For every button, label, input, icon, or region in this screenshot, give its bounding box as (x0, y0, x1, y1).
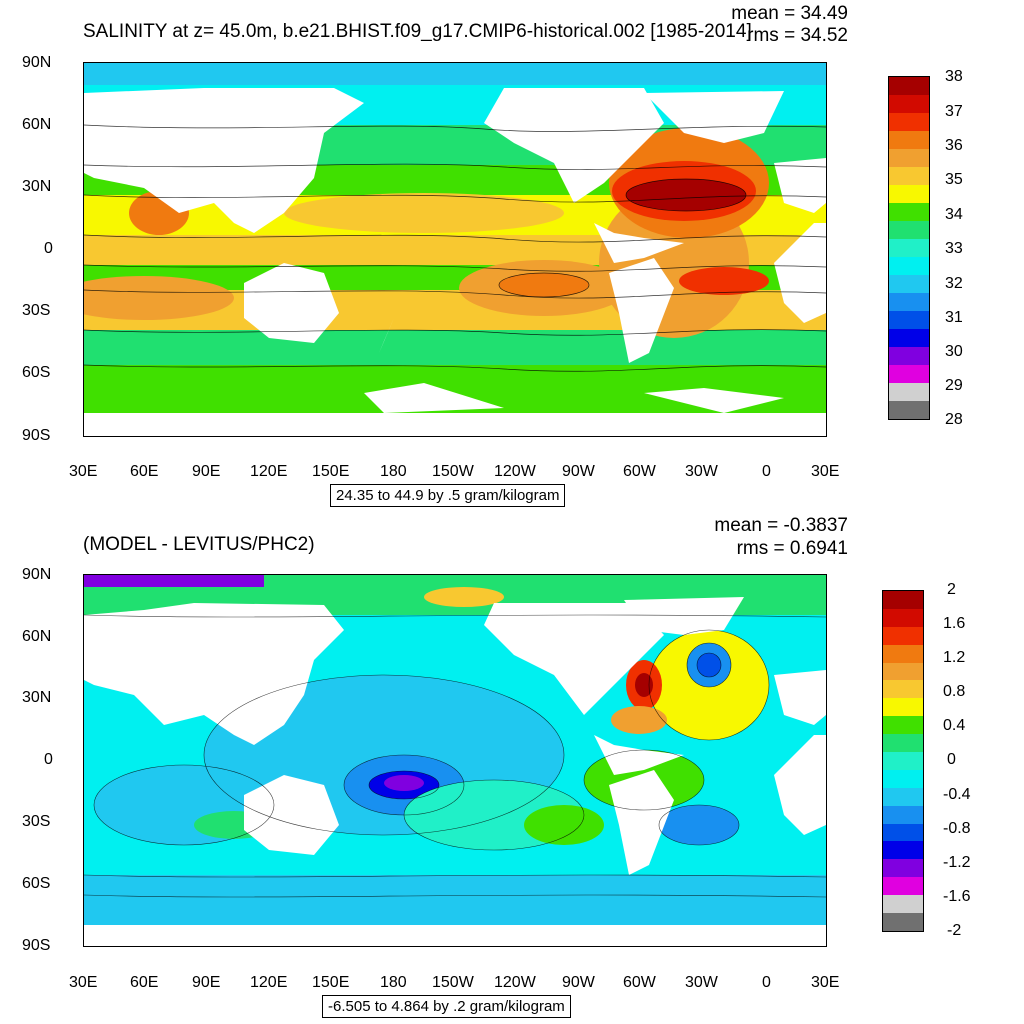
top-lat-label: 90N (22, 54, 52, 71)
top-colorbar-label: 31 (945, 309, 963, 326)
bottom-mean: mean = -0.3837 (714, 515, 848, 536)
top-lat-label: 90S (22, 427, 51, 444)
top-colorbar-label: 35 (945, 171, 963, 188)
top-colorbar (888, 76, 930, 420)
bottom-map-frame (83, 574, 827, 947)
bottom-colorbar-label: -1.6 (943, 888, 971, 905)
top-colorbar-label: 36 (945, 137, 963, 154)
top-lat-label: 60N (22, 116, 52, 133)
bottom-difference-map (84, 575, 826, 946)
bottom-colorbar-label: 1.2 (943, 649, 966, 666)
bottom-lon-label: 180 (380, 974, 407, 991)
top-colorbar-label: 38 (945, 68, 963, 85)
top-lon-label: 120W (494, 463, 536, 480)
top-lon-label: 120E (250, 463, 288, 480)
bottom-lon-label: 150E (312, 974, 350, 991)
top-title: SALINITY at z= 45.0m, b.e21.BHIST.f09_g1… (83, 21, 752, 42)
bottom-lon-label: 30E (811, 974, 840, 991)
top-colorbar-label: 37 (945, 103, 963, 120)
top-colorbar-label: 29 (945, 377, 963, 394)
top-lon-label: 0 (762, 463, 771, 480)
top-lat-label: 60S (22, 364, 51, 381)
top-lon-label: 30E (69, 463, 98, 480)
bottom-colorbar-label: -0.8 (943, 820, 971, 837)
bottom-lat-label: 60S (22, 875, 51, 892)
bottom-colorbar (882, 590, 924, 932)
bottom-colorbar-label: 1.6 (943, 615, 966, 632)
bottom-lon-label: 30W (685, 974, 718, 991)
bottom-lat-label: 30S (22, 813, 51, 830)
top-lon-label: 60W (623, 463, 656, 480)
bottom-lon-label: 0 (762, 974, 771, 991)
top-lon-label: 30W (685, 463, 718, 480)
bottom-lon-label: 120E (250, 974, 288, 991)
top-colorbar-label: 33 (945, 240, 963, 257)
top-colorbar-label: 30 (945, 343, 963, 360)
top-lon-label: 30E (811, 463, 840, 480)
bottom-lon-label: 60W (623, 974, 656, 991)
top-rms: rms = 34.52 (747, 25, 848, 46)
bottom-rms: rms = 0.6941 (736, 538, 848, 559)
bottom-colorbar-label: -0.4 (943, 786, 971, 803)
bottom-lat-label: 90N (22, 566, 52, 583)
top-lon-label: 150E (312, 463, 350, 480)
colorbar-swatches (889, 77, 929, 419)
top-contour-info: 24.35 to 44.9 by .5 gram/kilogram (330, 484, 566, 508)
bottom-colorbar-label: 0 (947, 751, 956, 768)
bottom-lon-label: 90W (562, 974, 595, 991)
top-colorbar-label: 28 (945, 411, 963, 428)
top-salinity-map (84, 63, 826, 436)
top-lat-label: 30S (22, 302, 51, 319)
bottom-lat-label: 90S (22, 937, 51, 954)
top-lon-label: 90E (192, 463, 221, 480)
top-lon-label: 180 (380, 463, 407, 480)
top-lon-label: 90W (562, 463, 595, 480)
bottom-colorbar-label: 0.8 (943, 683, 966, 700)
bottom-colorbar-label: -1.2 (943, 854, 971, 871)
bottom-lat-label: 30N (22, 689, 52, 706)
bottom-lon-label: 120W (494, 974, 536, 991)
bottom-lon-label: 150W (432, 974, 474, 991)
top-colorbar-label: 34 (945, 206, 963, 223)
bottom-lat-label: 0 (44, 751, 53, 768)
top-colorbar-label: 32 (945, 275, 963, 292)
bottom-colorbar-label: 0.4 (943, 717, 966, 734)
top-lat-label: 0 (44, 240, 53, 257)
top-lat-label: 30N (22, 178, 52, 195)
top-lon-label: 150W (432, 463, 474, 480)
bottom-lon-label: 30E (69, 974, 98, 991)
bottom-lon-label: 60E (130, 974, 159, 991)
top-mean: mean = 34.49 (731, 3, 848, 24)
bottom-lat-label: 60N (22, 628, 52, 645)
bottom-title: (MODEL - LEVITUS/PHC2) (83, 534, 315, 555)
top-map-frame (83, 62, 827, 437)
colorbar-swatches (883, 591, 923, 931)
bottom-contour-info: -6.505 to 4.864 by .2 gram/kilogram (322, 995, 571, 1019)
bottom-lon-label: 90E (192, 974, 221, 991)
bottom-colorbar-label: 2 (947, 581, 956, 598)
top-lon-label: 60E (130, 463, 159, 480)
bottom-colorbar-label: -2 (947, 922, 962, 939)
